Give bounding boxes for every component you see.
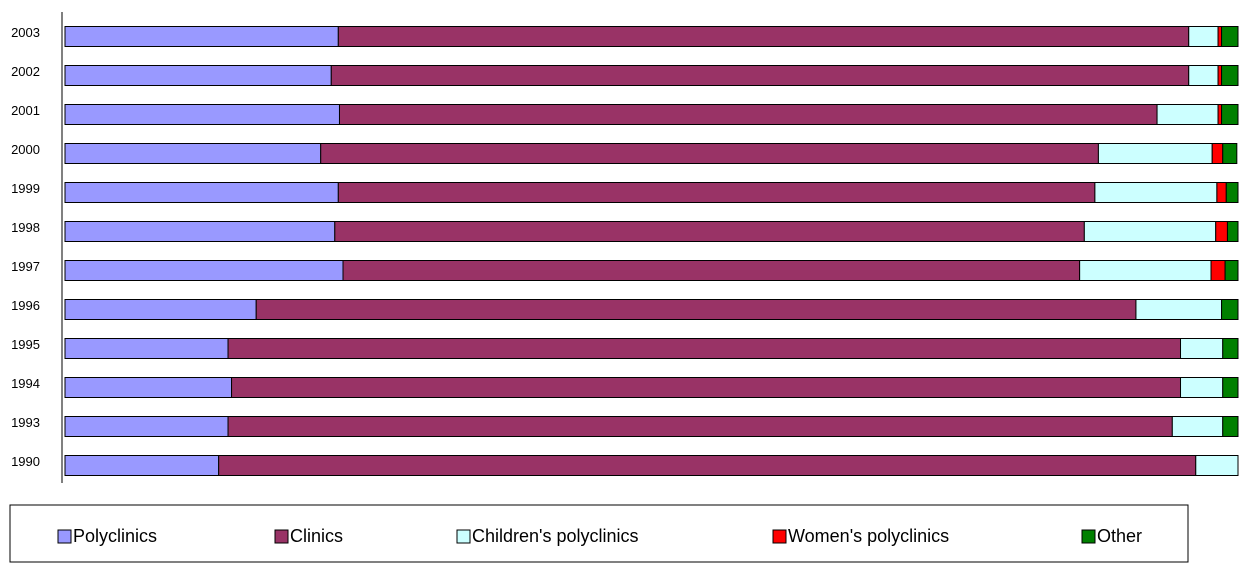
bar-segment [1222, 338, 1239, 359]
bar-segment [342, 260, 1081, 281]
bar-segment [64, 26, 339, 47]
bar-segment [255, 299, 1137, 320]
bar-segment [1222, 143, 1238, 164]
bar-segment [218, 455, 1197, 476]
bar-segment [64, 182, 339, 203]
bar-segment [334, 221, 1085, 242]
y-tick-label: 1996 [11, 298, 40, 313]
y-tick-label: 2003 [11, 25, 40, 40]
bar-segment [231, 377, 1182, 398]
y-tick-label: 1999 [11, 181, 40, 196]
bar-segment [64, 260, 344, 281]
bar-segment [64, 338, 229, 359]
bar-segment [64, 221, 336, 242]
bar-segment [1210, 260, 1226, 281]
bar-segment [337, 182, 1096, 203]
legend-swatch [772, 529, 787, 544]
bar-segment [64, 416, 229, 437]
bar-segment [1217, 65, 1223, 86]
bar-segment [1171, 416, 1224, 437]
y-tick-label: 2001 [11, 103, 40, 118]
legend-swatch [57, 529, 72, 544]
bar-segment [64, 65, 332, 86]
y-tick-label: 1997 [11, 259, 40, 274]
bar-segment [1079, 260, 1212, 281]
bar-segment [1226, 221, 1239, 242]
y-tick-label: 1990 [11, 454, 40, 469]
bar-segment [337, 26, 1190, 47]
y-tick-label: 1993 [11, 415, 40, 430]
legend-label: Clinics [290, 526, 343, 546]
bar-segment [1224, 260, 1239, 281]
bar-segment [330, 65, 1190, 86]
bar-segment [1217, 104, 1223, 125]
legend-swatch [274, 529, 289, 544]
bar-segment [1188, 26, 1219, 47]
bar-segment [1180, 338, 1224, 359]
y-tick-label: 1994 [11, 376, 40, 391]
bar-segment [1216, 182, 1227, 203]
legend-box [9, 504, 1189, 563]
bar-segment [64, 299, 257, 320]
bar-segment [1195, 455, 1239, 476]
y-tick-label: 1995 [11, 337, 40, 352]
bar-segment [64, 104, 340, 125]
bar-segment [64, 455, 220, 476]
bar-segment [1221, 104, 1239, 125]
bar-segment [1225, 182, 1239, 203]
legend-label: Children's polyclinics [472, 526, 639, 546]
bar-segment [1097, 143, 1213, 164]
legend-label: Women's polyclinics [788, 526, 949, 546]
y-tick-label: 2002 [11, 64, 40, 79]
legend-swatch [1081, 529, 1096, 544]
bar-segment [1221, 299, 1239, 320]
bar-segment [1135, 299, 1223, 320]
bar-segment [1222, 416, 1239, 437]
bar-segment [1222, 377, 1239, 398]
bar-segment [1211, 143, 1224, 164]
legend-label: Other [1097, 526, 1142, 546]
bar-segment [1156, 104, 1219, 125]
bar-segment [1094, 182, 1218, 203]
bar-segment [1221, 65, 1239, 86]
bar-segment [320, 143, 1099, 164]
bar-segment [227, 338, 1182, 359]
bar-segment [1083, 221, 1217, 242]
y-tick-label: 2000 [11, 142, 40, 157]
bar-segment [1221, 26, 1239, 47]
bar-segment [1180, 377, 1224, 398]
bar-segment [1217, 26, 1223, 47]
y-tick-label: 1998 [11, 220, 40, 235]
bar-segment [1215, 221, 1228, 242]
bar-segment [1188, 65, 1219, 86]
bar-segment [227, 416, 1173, 437]
bar-segment [64, 143, 322, 164]
bar-segment [64, 377, 233, 398]
legend-label: Polyclinics [73, 526, 157, 546]
legend-swatch [456, 529, 471, 544]
bar-segment [338, 104, 1158, 125]
